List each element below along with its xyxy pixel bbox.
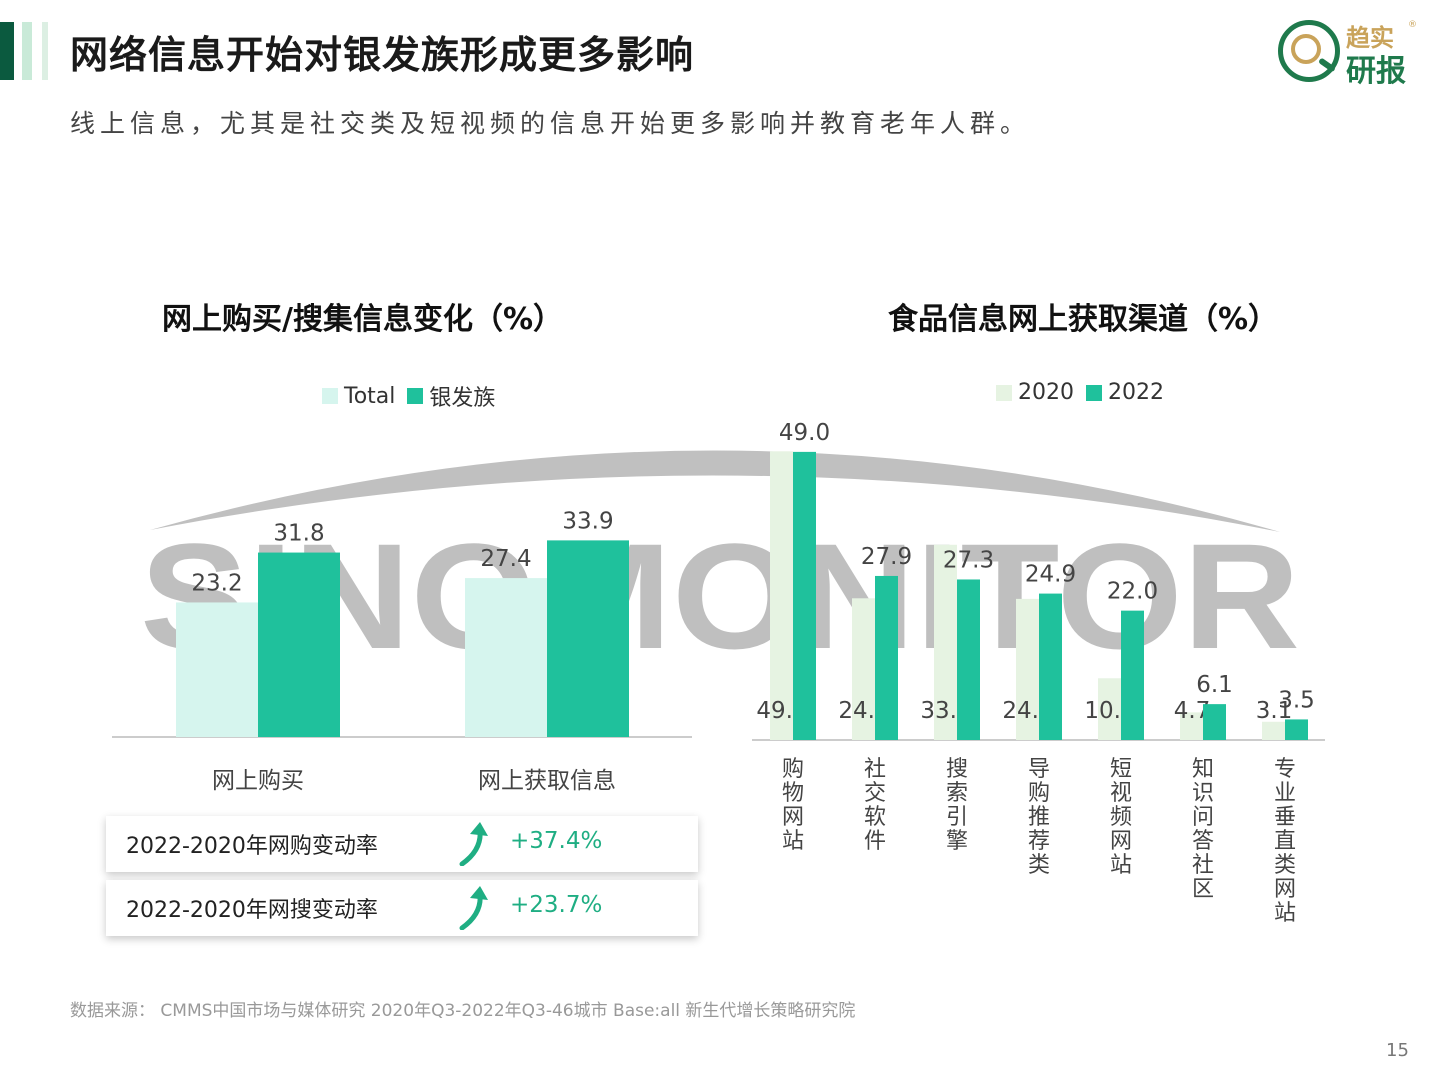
bar-2022-导购推荐类 (1039, 593, 1062, 740)
logo-text-top: 趋实 (1346, 24, 1394, 52)
legend-item-total: Total (322, 384, 395, 409)
data-label-2022: 27.3 (943, 547, 994, 573)
legend-label-2020: 2020 (1018, 380, 1074, 405)
legend-label-total: Total (344, 383, 396, 409)
bar-2022-专业垂直类网站 (1285, 719, 1308, 740)
up-arrow-icon (459, 886, 488, 930)
page-number: 15 (1386, 1040, 1409, 1061)
legend-item-2022: 2022 (1086, 380, 1164, 405)
legend-left: Total 银发族 (322, 380, 495, 412)
card-label: 2022-2020年网购变动率 (126, 834, 378, 859)
brand-logo: 趋实 ® 研报 (1278, 18, 1423, 89)
legend-swatch-silver (407, 388, 424, 404)
legend-label-2022: 2022 (1108, 380, 1164, 405)
x-tick-label: 知识问答社区 (1191, 757, 1214, 902)
x-tick-label: 社交软件 (863, 757, 886, 854)
legend-swatch-total (322, 388, 338, 404)
change-rate-card-search: 2022-2020年网搜变动率 +23.7% (106, 880, 698, 936)
card-value: +37.4% (510, 828, 603, 854)
x-tick-label: 短视频网站 (1109, 757, 1132, 878)
page-title: 网络信息开始对银发族形成更多影响 (70, 33, 695, 77)
page-subtitle: 线上信息，尤其是社交类及短视频的信息开始更多影响并教育老年人群。 (70, 109, 1031, 138)
bar-Total-网上获取信息 (465, 578, 547, 737)
data-label: 23.2 (191, 570, 242, 596)
bar-2020-专业垂直类网站 (1262, 721, 1285, 740)
bar-2022-短视频网站 (1121, 610, 1144, 740)
data-label-2022: 22.0 (1107, 579, 1158, 605)
data-label-2022: 3.5 (1278, 687, 1315, 713)
chart-title-left: 网上购买/搜集信息变化（%） (162, 302, 564, 337)
x-tick-label: 搜索引擎 (945, 757, 968, 854)
data-label-2022: 49.0 (779, 420, 830, 446)
bar-2022-搜索引擎 (957, 579, 980, 740)
card-label: 2022-2020年网搜变动率 (126, 898, 378, 923)
logo-registered: ® (1408, 20, 1417, 30)
legend-item-silver: 银发族 (407, 380, 495, 412)
legend-swatch-2020 (996, 384, 1012, 401)
data-label-2022: 27.9 (861, 544, 912, 570)
bar-2022-购物网站 (793, 451, 816, 740)
legend-swatch-2022 (1086, 384, 1102, 401)
bar-2022-知识问答社区 (1203, 704, 1226, 740)
chart-title-right: 食品信息网上获取渠道（%） (888, 302, 1279, 337)
logo-text-bottom: 研报 (1346, 54, 1406, 89)
data-label-2022: 24.9 (1025, 562, 1076, 588)
change-rate-card-shopping: 2022-2020年网购变动率 +37.4% (106, 816, 698, 872)
source-note: 数据来源： CMMS中国市场与媒体研究 2020年Q3-2022年Q3-46城市… (70, 1001, 856, 1021)
x-tick-label: 网上购买 (212, 768, 304, 794)
bar-银发族-网上购买 (258, 552, 340, 737)
bar-2020-短视频网站 (1098, 678, 1121, 740)
bar-2020-知识问答社区 (1180, 712, 1203, 740)
bar-2020-社交软件 (852, 598, 875, 740)
legend-label-silver: 银发族 (429, 386, 496, 411)
bar-银发族-网上获取信息 (547, 540, 629, 737)
bar-Total-网上购买 (176, 602, 258, 737)
bar-2022-社交软件 (875, 575, 898, 740)
x-tick-label: 购物网站 (781, 757, 804, 854)
data-label-2022: 6.1 (1196, 672, 1233, 698)
logo-inner-ring-icon (1291, 34, 1321, 64)
data-label: 31.8 (273, 521, 324, 547)
bar-2020-导购推荐类 (1016, 598, 1039, 740)
x-tick-label: 专业垂直类网站 (1273, 757, 1296, 926)
accent-bar-lighter (42, 22, 48, 80)
bar-2020-搜索引擎 (934, 544, 957, 740)
data-label: 33.9 (562, 508, 613, 534)
up-arrow-icon (459, 822, 488, 866)
card-value: +23.7% (510, 892, 603, 918)
x-tick-label: 导购推荐类 (1027, 757, 1050, 878)
legend-item-2020: 2020 (996, 380, 1074, 405)
logo-ring-icon (1278, 20, 1340, 82)
legend-right: 2020 2022 (996, 380, 1164, 405)
x-tick-label: 网上获取信息 (478, 768, 616, 794)
data-label: 27.4 (480, 546, 531, 572)
accent-bar-dark (0, 22, 14, 80)
accent-bar-light (22, 22, 32, 80)
bar-2020-购物网站 (770, 451, 793, 740)
